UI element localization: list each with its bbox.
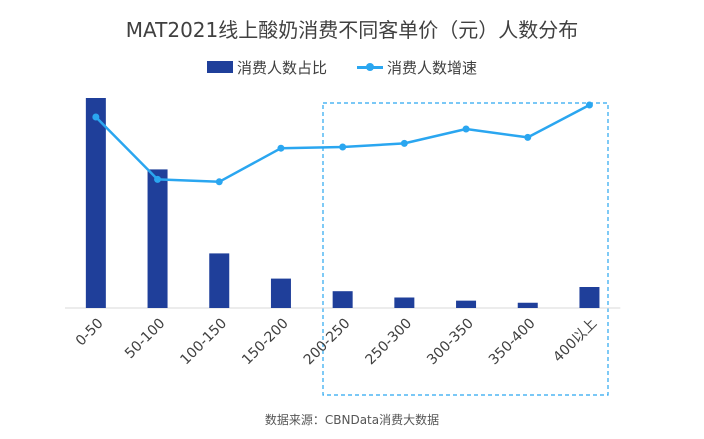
bar-250-300 [394, 297, 415, 308]
x-tick-label: 200-250 [301, 316, 354, 369]
line-point-150-200 [277, 144, 285, 152]
line-point-200-250 [339, 143, 347, 151]
x-tick-label: 50-100 [122, 316, 168, 362]
bar-200-250 [332, 291, 353, 308]
chart-legend: 消费人数占比 消费人数增速 [0, 55, 704, 79]
line-point-50-100 [154, 175, 162, 183]
highlight-box [322, 102, 609, 396]
line-point-250-300 [400, 139, 408, 147]
x-tick-label: 100-150 [177, 316, 230, 369]
x-tick-label: 350-400 [486, 316, 539, 369]
x-tick-label: 0-50 [73, 316, 107, 350]
line-point-300-350 [462, 125, 470, 133]
bar-50-100 [147, 169, 168, 308]
x-tick-label: 250-300 [362, 316, 415, 369]
line-point-100-150 [215, 178, 223, 186]
bar-0-50 [85, 98, 106, 308]
x-tick-label: 150-200 [239, 316, 292, 369]
chart-plot: 0-50 50-100 100-150 150-200 200-250 250-300 30… [65, 98, 621, 396]
legend-line-swatch [357, 61, 383, 73]
bar-350-400 [517, 302, 538, 308]
bar-100-150 [209, 253, 230, 308]
data-source-note: 数据来源：CBNData消费大数据 [264, 413, 440, 427]
x-tick-label: 300-350 [424, 316, 477, 369]
legend-item-line: 消费人数增速 [357, 55, 477, 79]
legend-bar-swatch [207, 61, 233, 73]
x-tick-label: 400以上 [550, 316, 600, 366]
bar-150-200 [270, 278, 291, 308]
line-point-350-400 [524, 133, 532, 141]
bar-300-350 [456, 300, 477, 308]
legend-label-line: 消费人数增速 [387, 58, 478, 77]
line-point-400以上 [585, 101, 593, 109]
line-point-0-50 [92, 113, 100, 121]
bar-400以上 [579, 287, 600, 308]
legend-label-bar: 消费人数占比 [237, 58, 328, 77]
line-growth [94, 103, 591, 184]
chart-title: MAT2021线上酸奶消费不同客单价（元）人数分布 [125, 18, 579, 42]
legend-item-bar: 消费人数占比 [207, 55, 327, 79]
